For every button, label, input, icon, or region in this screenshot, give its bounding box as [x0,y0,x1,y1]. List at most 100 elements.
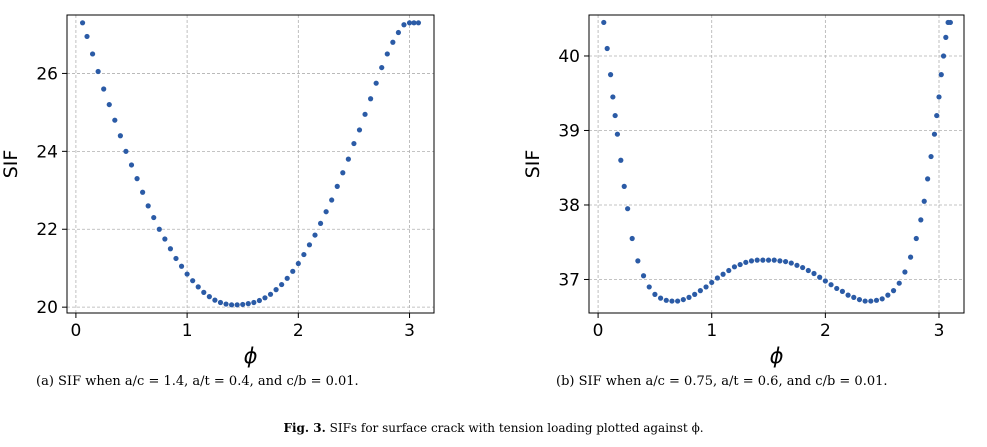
y-tick-label: 24 [36,142,58,162]
data-point [720,271,726,277]
data-point [601,19,607,26]
data-point [918,217,924,223]
data-point [178,263,185,269]
data-point [902,269,908,275]
data-point [765,257,772,263]
data-point [390,39,396,45]
data-point [106,101,112,108]
data-point [938,72,944,78]
y-tick-label: 38 [558,196,580,216]
data-point [334,183,340,189]
data-point [663,297,669,303]
data-point [156,226,162,232]
data-point [640,273,647,279]
data-point [95,68,101,75]
data-point [340,170,346,176]
data-point [295,260,301,267]
x-tick-label: 0 [593,321,604,341]
figure-caption: Fig. 3. SIFs for surface crack with tens… [0,421,987,435]
data-point [273,287,279,293]
data-point [731,264,738,270]
figure-caption-text: SIFs for surface crack with tension load… [329,421,704,435]
chart-b: 0 1 2 3 37 38 39 40 ϕ SIF [522,14,965,368]
data-point [604,45,610,52]
data-point [123,148,129,154]
data-point [306,242,313,248]
data-point [777,258,783,264]
data-point [411,20,417,26]
data-point [760,257,766,263]
data-point [279,281,285,288]
y-tick-label: 40 [558,47,580,67]
data-point [245,301,251,307]
data-point [140,189,146,195]
data-point [817,274,823,280]
data-point [896,280,902,286]
data-point [290,268,296,274]
chart-a: 0 1 2 3 20 22 24 26 ϕ SIF [0,14,435,368]
data-point [873,297,880,303]
data-point [206,294,212,300]
data-point [940,53,947,59]
y-tick-label: 39 [558,121,580,141]
data-point [184,271,190,277]
chart-panel-a: 0 1 2 3 20 22 24 26 ϕ SIF [0,0,480,400]
data-point [652,291,658,297]
data-point [839,288,846,294]
x-tick-label: 1 [706,321,717,341]
data-point [101,86,107,92]
data-point [879,296,885,302]
data-point [84,33,90,40]
data-point [928,153,934,160]
data-point [686,294,692,300]
data-point [612,112,618,119]
data-point [934,112,940,119]
data-point [737,261,743,268]
data-point [635,258,641,264]
data-point [217,299,224,306]
data-point [828,282,834,288]
y-tick-label: 20 [36,298,58,318]
data-point [856,296,863,303]
data-point [834,285,840,292]
data-point [79,20,86,26]
data-point [190,278,196,284]
data-point [921,198,927,204]
data-point [134,176,140,182]
data-point [754,257,760,263]
data-point [607,72,614,78]
data-point [262,295,268,301]
data-point [625,206,631,212]
data-point [907,254,914,260]
data-point [822,278,828,284]
data-point [240,301,246,308]
data-point [811,270,817,277]
data-point [692,291,698,297]
data-point [312,232,318,238]
data-point [726,267,732,274]
data-point [862,298,868,304]
x-tick-label: 2 [293,321,304,341]
data-point [743,259,749,265]
data-point [782,258,789,265]
x-tick-label: 3 [934,321,945,341]
data-point [362,111,368,117]
data-point [931,131,938,137]
panel-caption-b: (b) SIF when a/c = 0.75, a/t = 0.6, and … [556,374,888,389]
data-point [284,275,290,281]
data-point [709,279,715,286]
x-axis-label: ϕ [244,344,258,368]
figure-caption-label: Fig. 3. [283,421,326,435]
data-point [788,260,794,266]
data-point [646,284,652,290]
data-point [794,262,800,268]
data-point [805,267,811,274]
panel-caption-a: (a) SIF when a/c = 1.4, a/t = 0.4, and c… [36,374,359,389]
data-point [890,288,897,294]
x-axis-label: ϕ [770,344,784,368]
data-point [384,51,390,57]
data-point [771,257,777,263]
data-point [89,51,96,57]
data-point [356,127,363,133]
data-point [379,64,385,71]
